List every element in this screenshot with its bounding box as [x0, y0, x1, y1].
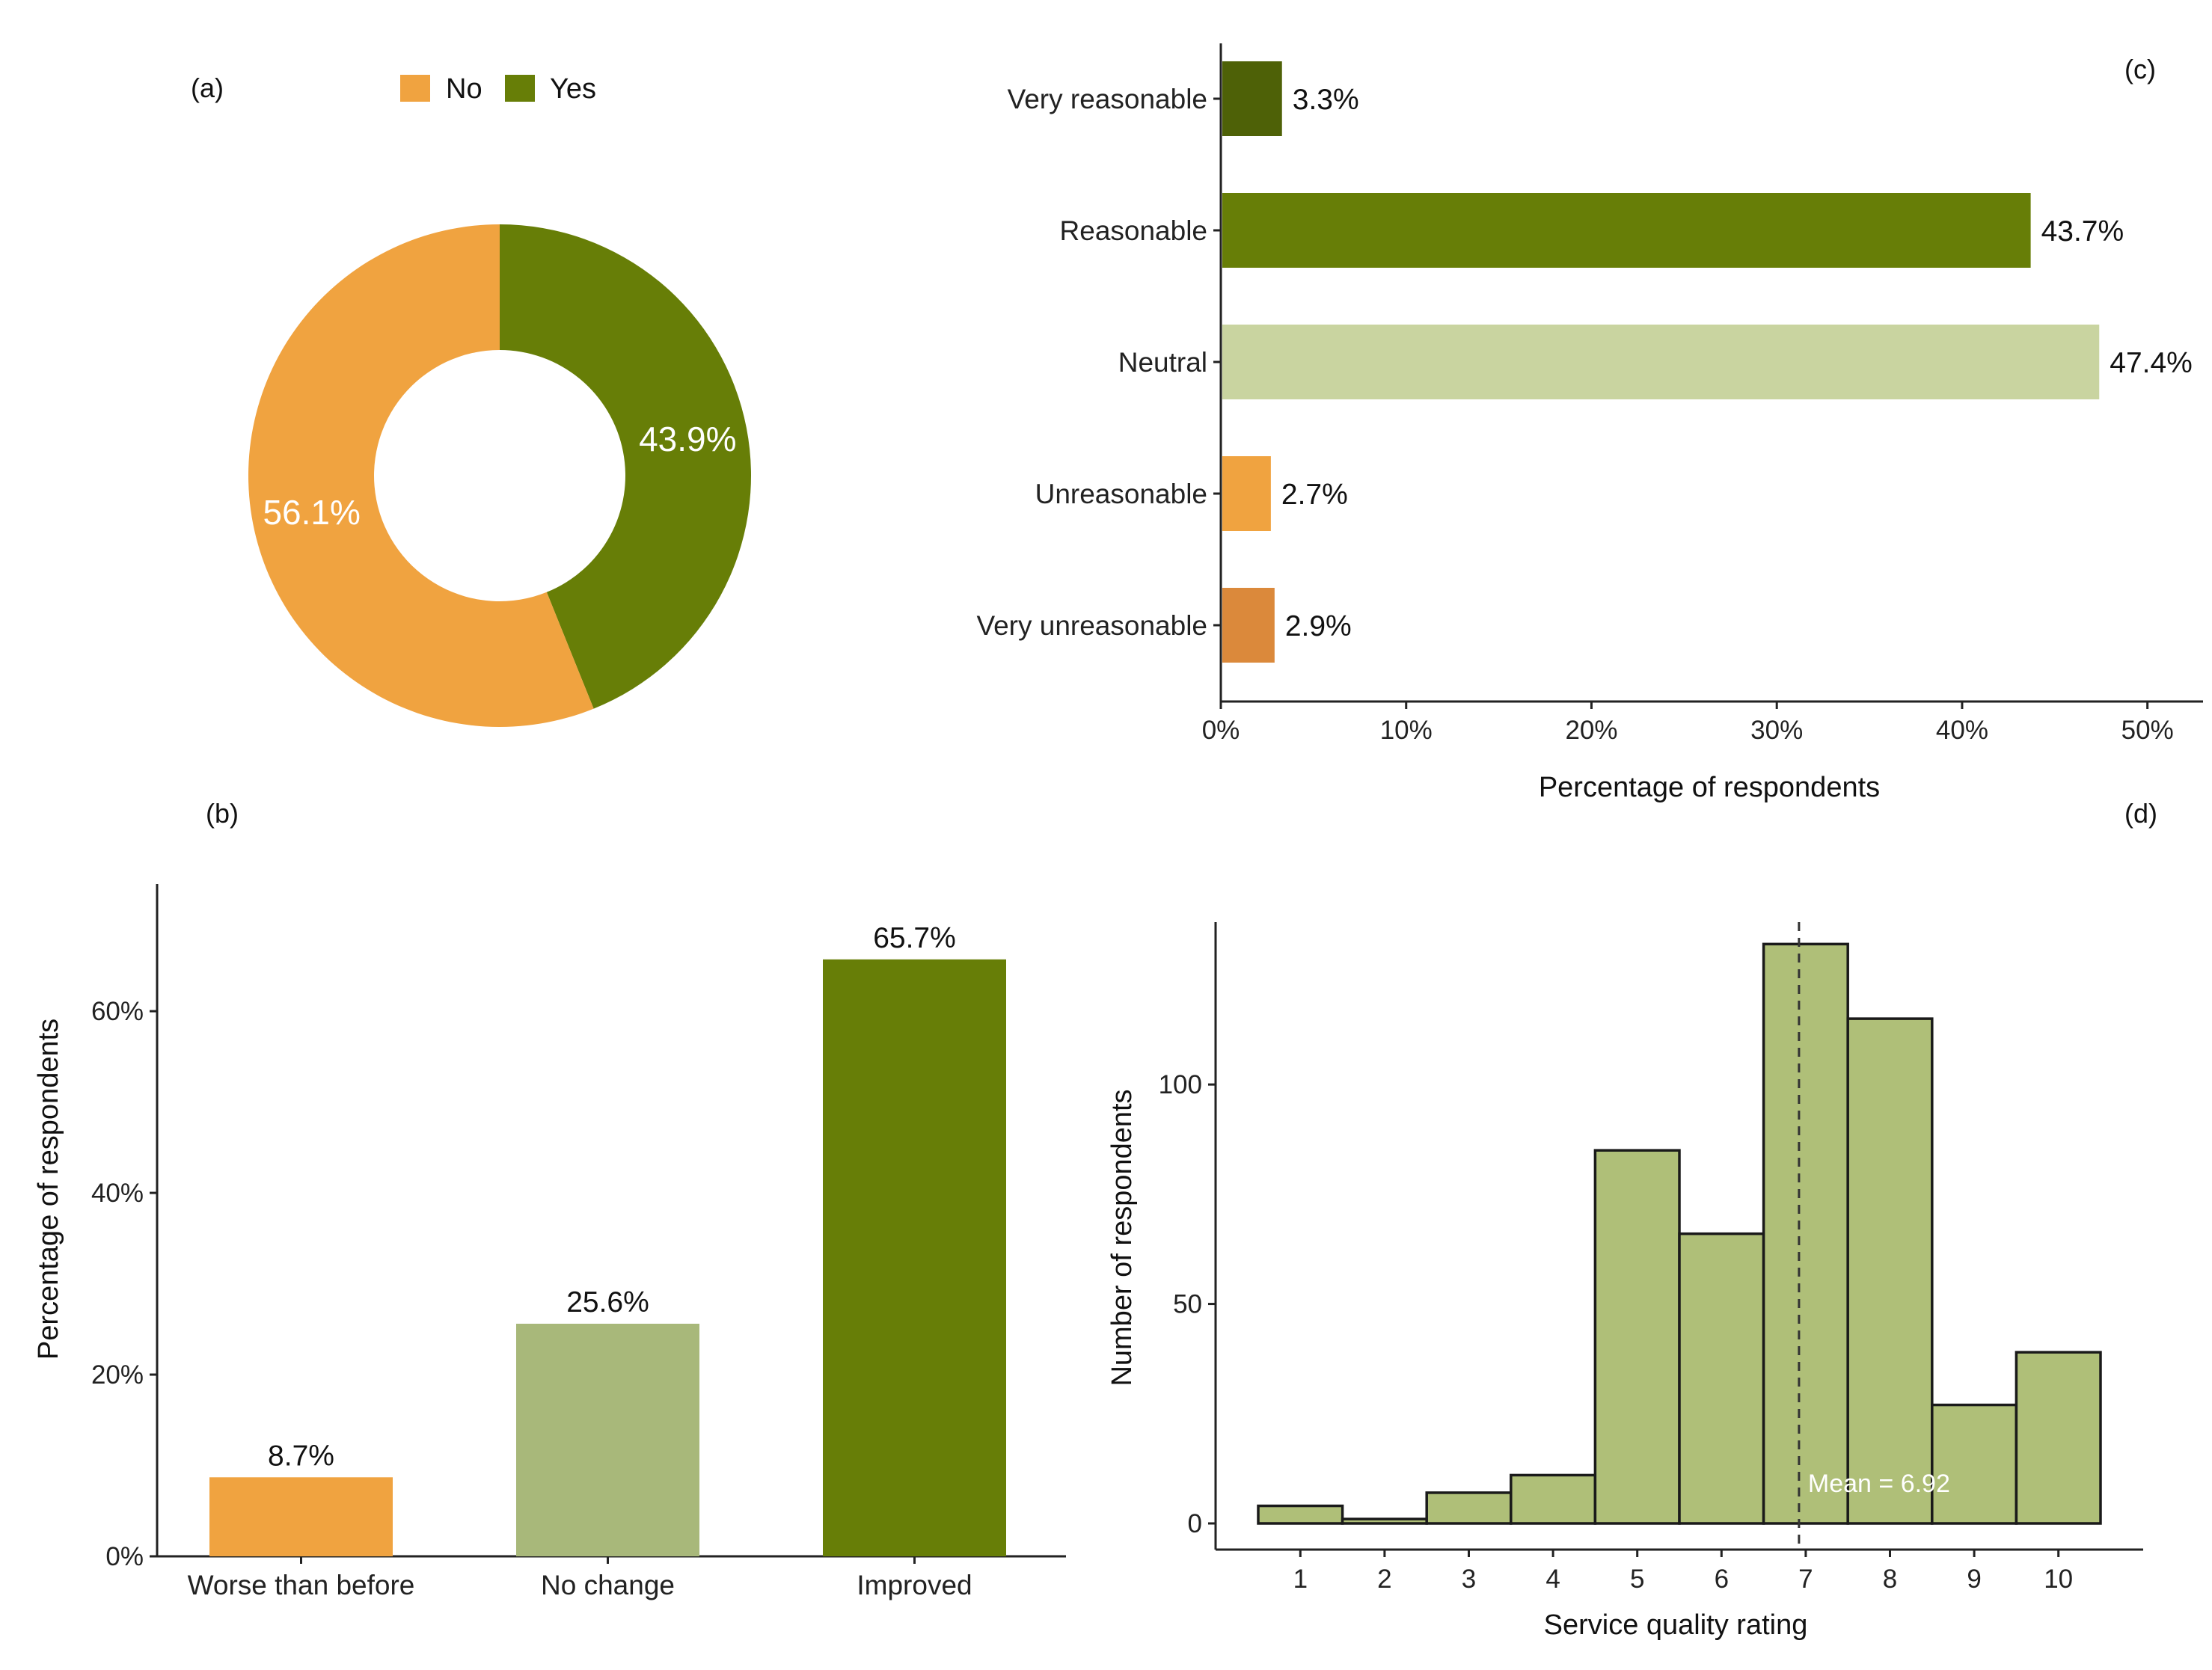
panel-c-axes: 0% 10% 20% 30% 40% 50%	[1202, 43, 2203, 745]
hbar-value-label-very-unreasonable: 2.9%	[1285, 610, 1352, 642]
panel-b-y-tick-label: 60%	[91, 997, 144, 1026]
panel-c-x-axis-title: Percentage of respondents	[1539, 772, 1880, 803]
panel-d-x-tick-label: 8	[1883, 1565, 1897, 1594]
bar-worse-than-before	[209, 1477, 393, 1556]
hbar-category-label-unreasonable: Unreasonable	[1035, 479, 1207, 509]
panel-d-x-tick-label: 5	[1630, 1565, 1644, 1594]
donut-label-no: 56.1%	[263, 493, 360, 532]
histogram-bin-6	[1678, 1232, 1765, 1525]
legend-label-no: No	[446, 73, 482, 105]
histogram-bin-7	[1762, 942, 1849, 1525]
legend-label-yes: Yes	[550, 73, 596, 105]
panel-d-bins	[1257, 942, 2102, 1525]
bar-category-label-improved: Improved	[857, 1570, 972, 1600]
panel-d-x-tick-label: 4	[1545, 1565, 1560, 1594]
panel-a-slice-labels: 43.9% 56.1%	[263, 420, 736, 532]
histogram-bin-4	[1510, 1473, 1597, 1525]
donut-label-yes: 43.9%	[639, 420, 736, 458]
donut-slice-yes	[500, 224, 752, 709]
donut-slice-no	[248, 224, 594, 727]
histogram-bin-10	[2015, 1351, 2102, 1525]
hbar-value-label-reasonable: 43.7%	[2041, 215, 2124, 248]
panel-d-x-tick-label: 9	[1967, 1565, 1981, 1594]
hbar-reasonable	[1222, 193, 2031, 268]
panel-d-y-tick-label: 100	[1159, 1070, 1202, 1099]
panel-b-axes: 0% 20% 40% 60%	[91, 884, 1066, 1571]
panel-d-mean: Mean = 6.92	[1798, 922, 1950, 1550]
panel-d-label: (d)	[2124, 798, 2157, 829]
legend-swatch-yes	[505, 75, 535, 102]
panel-c-x-tick-label: 30%	[1750, 716, 1803, 745]
bar-category-label-no-change: No change	[541, 1570, 675, 1600]
panel-b-y-tick-label: 20%	[91, 1360, 144, 1390]
histogram-bin-5	[1593, 1149, 1681, 1525]
panel-d-x-tick-label: 7	[1798, 1565, 1813, 1594]
panel-d-x-tick-label: 3	[1462, 1565, 1476, 1594]
panel-c-labels: 3.3% Very reasonable 43.7% Reasonable 47.4% N…	[976, 84, 2192, 642]
panel-b-bar-chart: (b) Percentage of respondents 0% 20% 40% 60…	[33, 798, 1066, 1600]
panel-b-label: (b)	[206, 798, 239, 829]
panel-d-x-tick-label: 2	[1377, 1565, 1391, 1594]
hbar-category-label-neutral: Neutral	[1118, 347, 1207, 378]
bar-no-change	[516, 1323, 699, 1556]
hbar-very-reasonable	[1222, 61, 1282, 136]
panel-c-bars	[1222, 61, 2100, 663]
panel-d-y-axis-title: Number of respondents	[1106, 1089, 1138, 1386]
panel-c-x-tick-label: 0%	[1202, 716, 1240, 745]
panel-b-y-tick-label: 40%	[91, 1179, 144, 1208]
hbar-value-label-very-reasonable: 3.3%	[1293, 84, 1359, 116]
panel-c-horizontal-bar-chart: (c) Percentage of respondents 0% 10% 20% 30…	[976, 43, 2203, 803]
hbar-neutral	[1222, 325, 2100, 399]
histogram-bin-2	[1341, 1517, 1428, 1525]
panel-a-label: (a)	[191, 73, 224, 103]
histogram-bin-9	[1931, 1403, 2018, 1525]
bar-improved	[823, 959, 1006, 1556]
panel-b-y-tick-label: 0%	[105, 1542, 144, 1571]
bar-value-label-worse-than-before: 8.7%	[268, 1440, 334, 1472]
hbar-category-label-very-reasonable: Very reasonable	[1008, 84, 1207, 114]
panel-d-x-tick-label: 10	[2044, 1565, 2073, 1594]
panel-a-donut-chart: (a) No Yes 43.9% 56.1%	[191, 73, 752, 727]
hbar-category-label-very-unreasonable: Very unreasonable	[976, 610, 1207, 641]
panel-d-x-tick-label: 6	[1715, 1565, 1729, 1594]
panel-a-slices	[248, 224, 752, 727]
panel-b-y-axis-title: Percentage of respondents	[33, 1019, 64, 1360]
histogram-bin-1	[1257, 1504, 1344, 1525]
hbar-value-label-neutral: 47.4%	[2110, 347, 2193, 379]
bar-category-label-worse-than-before: Worse than before	[188, 1570, 415, 1600]
hbar-category-label-reasonable: Reasonable	[1060, 215, 1207, 246]
panel-b-labels: 8.7% Worse than before 25.6% No change 65.7%…	[188, 922, 972, 1600]
legend-swatch-no	[400, 75, 430, 102]
panel-d-y-tick-label: 0	[1188, 1509, 1202, 1538]
panel-d-x-axis-title: Service quality rating	[1544, 1609, 1808, 1641]
panel-b-bars	[209, 959, 1006, 1556]
histogram-bin-3	[1425, 1491, 1513, 1525]
panel-c-x-tick-label: 50%	[2121, 716, 2174, 745]
bar-value-label-improved: 65.7%	[873, 922, 956, 954]
panel-c-label: (c)	[2124, 54, 2156, 85]
hbar-very-unreasonable	[1222, 588, 1275, 663]
hbar-unreasonable	[1222, 456, 1271, 531]
panel-c-x-tick-label: 20%	[1565, 716, 1617, 745]
panel-d-histogram: (d) Number of respondents Service qualit…	[1106, 798, 2157, 1641]
bar-value-label-no-change: 25.6%	[566, 1286, 649, 1318]
panel-c-x-tick-label: 10%	[1380, 716, 1433, 745]
mean-label: Mean = 6.92	[1808, 1470, 1950, 1498]
panel-d-y-tick-label: 50	[1173, 1290, 1202, 1319]
panel-c-x-tick-label: 40%	[1936, 716, 1988, 745]
hbar-value-label-unreasonable: 2.7%	[1281, 479, 1348, 511]
panel-d-x-tick-label: 1	[1293, 1565, 1308, 1594]
histogram-bin-8	[1846, 1017, 1934, 1525]
panel-a-legend: No Yes	[400, 73, 596, 105]
